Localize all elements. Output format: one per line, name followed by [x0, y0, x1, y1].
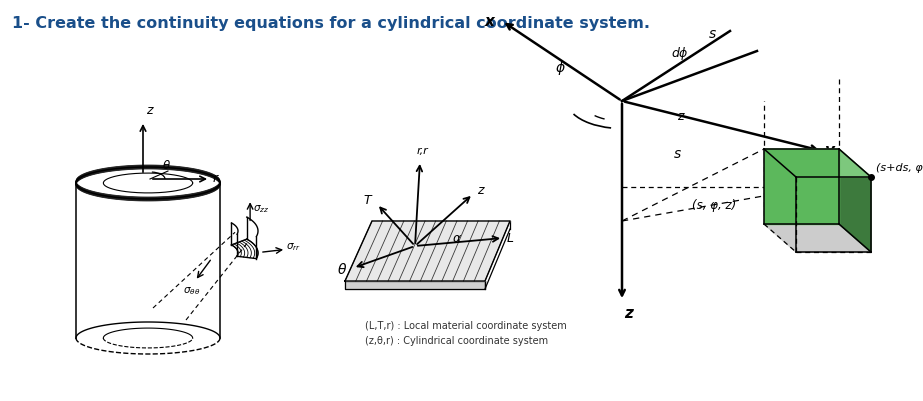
Text: y: y — [825, 144, 835, 158]
Text: L: L — [507, 231, 514, 245]
Polygon shape — [764, 149, 839, 224]
Text: r,r: r,r — [416, 146, 428, 156]
Text: s: s — [708, 27, 715, 41]
Text: 1- Create the continuity equations for a cylindrical coordinate system.: 1- Create the continuity equations for a… — [12, 16, 650, 31]
Text: z: z — [146, 104, 152, 117]
Text: z: z — [677, 109, 683, 122]
Text: T: T — [364, 194, 371, 207]
Text: $\sigma_{rr}$: $\sigma_{rr}$ — [286, 241, 301, 253]
Polygon shape — [839, 149, 871, 252]
Polygon shape — [764, 224, 871, 252]
Text: x: x — [485, 14, 494, 29]
Text: s: s — [674, 147, 680, 161]
Text: z: z — [477, 184, 484, 198]
Text: $\theta$: $\theta$ — [337, 263, 347, 277]
Text: (L,T,r) : Local material coordinate system: (L,T,r) : Local material coordinate syst… — [365, 321, 567, 331]
Text: $\sigma_{\theta\theta}$: $\sigma_{\theta\theta}$ — [184, 285, 200, 297]
Text: r: r — [213, 172, 218, 186]
Polygon shape — [345, 221, 510, 281]
Text: $\phi$: $\phi$ — [555, 59, 566, 77]
Text: (z,θ,r) : Cylindrical coordinate system: (z,θ,r) : Cylindrical coordinate system — [365, 336, 548, 346]
Polygon shape — [345, 281, 485, 289]
Text: $\sigma_{zz}$: $\sigma_{zz}$ — [253, 203, 270, 215]
Text: z: z — [624, 306, 633, 321]
Polygon shape — [764, 149, 871, 177]
Text: $\theta$: $\theta$ — [162, 159, 171, 172]
Text: (s+ds, φ+dφ, z+dz): (s+ds, φ+dφ, z+dz) — [876, 163, 923, 173]
Text: (s, φ, z): (s, φ, z) — [692, 200, 737, 213]
Text: $\alpha$: $\alpha$ — [452, 231, 462, 245]
Text: $d\phi$: $d\phi$ — [671, 45, 689, 63]
